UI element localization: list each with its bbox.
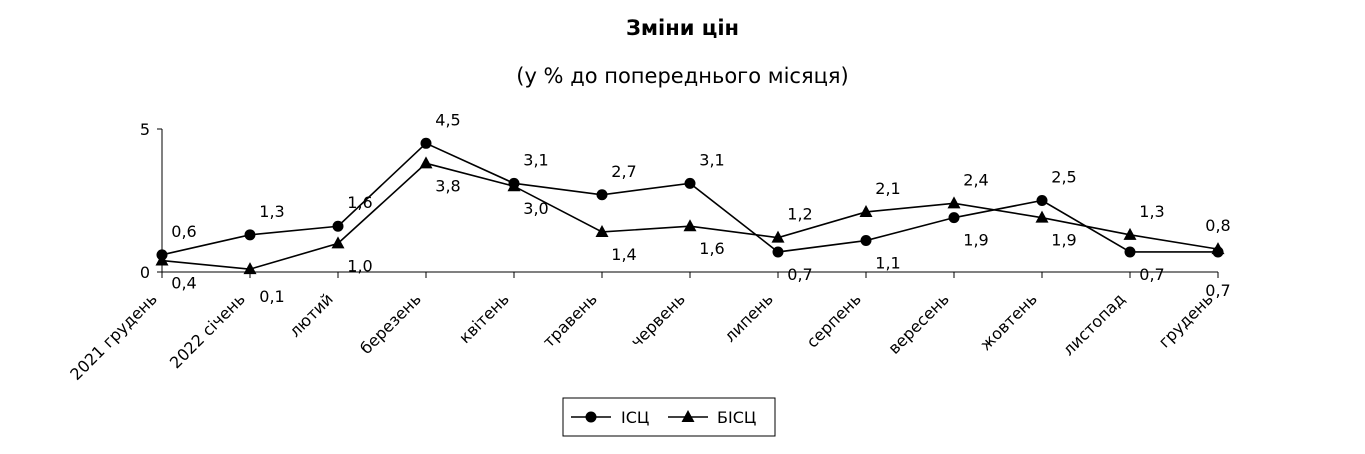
category-label: червень — [627, 289, 689, 351]
category-label: липень — [720, 289, 776, 345]
y-tick-label: 5 — [140, 120, 150, 139]
data-label: 2,4 — [963, 170, 988, 189]
legend: ІСЦ БІСЦ — [562, 397, 776, 437]
data-point-triangle — [507, 179, 521, 192]
chart-subtitle: (у % до попереднього місяця) — [516, 64, 849, 88]
axes: 05 — [140, 120, 1219, 282]
data-point-triangle — [243, 262, 257, 275]
category-label: вересень — [884, 289, 952, 357]
data-point-circle — [1036, 195, 1048, 206]
category-label: 2021 грудень — [66, 289, 160, 383]
category-label: березень — [356, 289, 425, 358]
data-point-triangle — [1035, 210, 1049, 223]
data-label: 1,6 — [699, 239, 724, 258]
chart-title: Зміни цін — [625, 16, 740, 40]
data-point-circle — [1124, 246, 1136, 258]
data-label: 0,1 — [259, 287, 284, 306]
data-point-circle — [244, 229, 256, 241]
data-label: 1,4 — [611, 245, 636, 264]
data-point-circle — [772, 246, 784, 258]
data-label: 2,5 — [1051, 168, 1076, 187]
data-label: 1,3 — [1139, 202, 1164, 221]
legend-label-series-2: БІСЦ — [717, 408, 756, 427]
legend-marker-triangle — [681, 410, 695, 422]
category-label: травень — [539, 289, 601, 351]
data-label: 1,0 — [347, 256, 372, 275]
legend-marker-circle — [585, 411, 597, 423]
data-point-triangle — [331, 236, 345, 249]
category-label: листопад — [1059, 289, 1129, 359]
data-label: 2,7 — [611, 162, 636, 181]
data-label: 4,5 — [435, 110, 460, 129]
data-point-triangle — [595, 224, 609, 237]
data-point-triangle — [155, 253, 169, 266]
category-label: серпень — [803, 289, 865, 351]
data-label: 1,2 — [787, 205, 812, 224]
data-point-triangle — [1123, 227, 1137, 240]
series-lines — [161, 142, 1219, 270]
data-point-triangle — [771, 230, 785, 243]
data-label: 0,7 — [787, 265, 812, 284]
data-label: 0,4 — [171, 274, 196, 293]
category-label: лютий — [285, 289, 336, 340]
category-label: 2022 січень — [166, 289, 249, 372]
data-label: 3,0 — [523, 199, 548, 218]
category-labels: 2021 грудень 2022 січень лютий березень квіт… — [66, 289, 1216, 383]
data-label: 1,3 — [259, 202, 284, 221]
data-point-triangle — [419, 156, 433, 169]
data-label: 3,8 — [435, 176, 460, 195]
data-point-triangle — [1211, 242, 1225, 255]
data-label: 2,1 — [875, 179, 900, 198]
data-point-circle — [948, 212, 960, 224]
data-label: 1,9 — [1051, 231, 1076, 250]
data-point-circle — [860, 235, 872, 247]
data-point-triangle — [859, 204, 873, 217]
category-label: жовтень — [976, 289, 1041, 354]
data-point-triangle — [683, 219, 697, 232]
data-label: 0,6 — [171, 222, 196, 241]
data-point-circle — [684, 177, 696, 189]
data-label: 1,1 — [875, 254, 900, 273]
category-label: квітень — [455, 289, 513, 347]
data-label: 1,6 — [347, 193, 372, 212]
data-point-circle — [332, 220, 344, 232]
data-label: 3,1 — [699, 150, 724, 169]
data-point-triangle — [947, 196, 961, 209]
data-label: 0,8 — [1205, 216, 1230, 235]
legend-label-series-1: ІСЦ — [621, 408, 649, 427]
data-label: 0,7 — [1139, 265, 1164, 284]
data-label: 0,7 — [1205, 281, 1230, 300]
data-point-circle — [420, 137, 432, 149]
data-label: 3,1 — [523, 150, 548, 169]
category-label: грудень — [1155, 289, 1217, 351]
data-labels: 0,6 1,3 1,6 4,5 3,1 2,7 3,1 0,7 1,1 1,9 2,5 0,7 0,7 0… — [171, 110, 1230, 306]
data-label: 1,9 — [963, 231, 988, 250]
series-markers — [155, 137, 1225, 275]
y-tick-label: 0 — [140, 263, 150, 282]
data-point-circle — [596, 189, 608, 201]
